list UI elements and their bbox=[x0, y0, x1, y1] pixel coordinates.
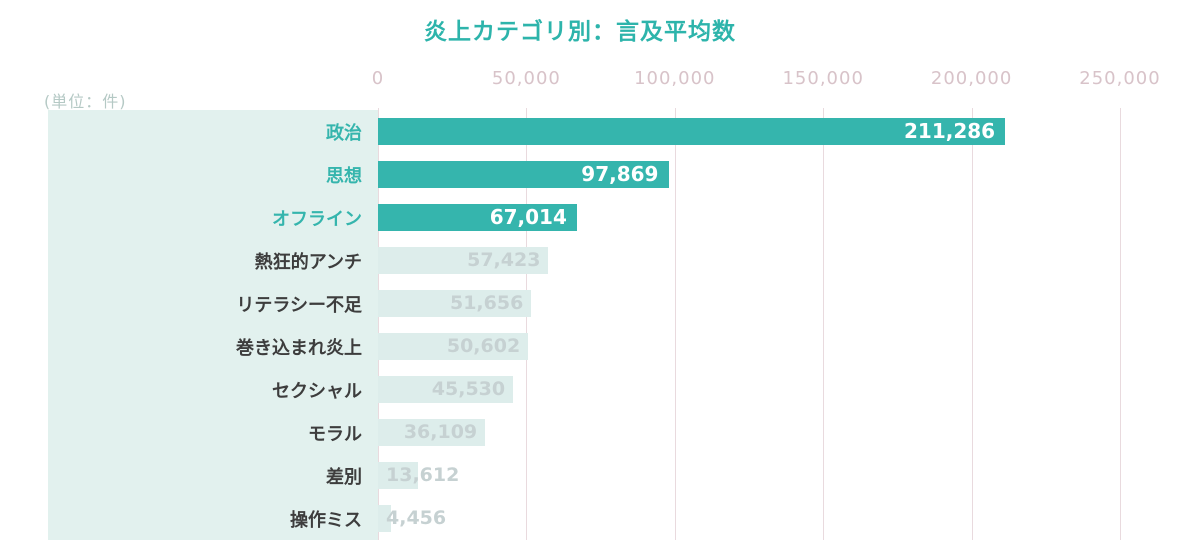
category-label: セクシャル bbox=[272, 380, 362, 402]
bar-row: 熱狂的アンチ 57,423 bbox=[48, 239, 1148, 282]
value-label: 45,530 bbox=[431, 378, 506, 400]
x-axis-tick: 150,000 bbox=[782, 68, 864, 89]
x-axis-tick: 0 bbox=[371, 68, 385, 89]
bar bbox=[378, 290, 532, 317]
bar-row: オフライン 67,014 bbox=[48, 196, 1148, 239]
bar-row: 差別 13,612 bbox=[48, 454, 1148, 497]
bar-cell: 4,456 bbox=[378, 497, 1120, 540]
value-label: 51,656 bbox=[449, 292, 524, 314]
value-label: 211,286 bbox=[904, 119, 996, 143]
category-label: 操作ミス bbox=[290, 509, 362, 531]
category-label: モラル bbox=[308, 423, 362, 445]
bar bbox=[378, 376, 514, 403]
x-axis-tick: 200,000 bbox=[930, 68, 1013, 89]
bar-row: 思想 97,869 bbox=[48, 153, 1148, 196]
bar-cell: 57,423 bbox=[378, 239, 1120, 282]
x-axis-tick: 250,000 bbox=[1079, 68, 1161, 89]
category-label: 巻き込まれ炎上 bbox=[236, 337, 362, 359]
chart-title: 炎上カテゴリ別：言及平均数 bbox=[424, 19, 736, 45]
x-axis-tick: 100,000 bbox=[634, 68, 716, 89]
bar-cell: 97,869 bbox=[378, 153, 1120, 196]
bar bbox=[378, 505, 392, 532]
category-label: 政治 bbox=[326, 122, 362, 144]
value-label: 50,602 bbox=[446, 335, 521, 357]
bar-cell: 51,656 bbox=[378, 282, 1120, 325]
bar bbox=[378, 462, 419, 489]
category-label: 差別 bbox=[326, 466, 362, 488]
bar-row: モラル 36,109 bbox=[48, 411, 1148, 454]
category-label: オフライン bbox=[272, 208, 362, 230]
bar-row: セクシャル 45,530 bbox=[48, 368, 1148, 411]
value-label: 57,423 bbox=[467, 249, 541, 271]
value-label: 4,456 bbox=[386, 507, 447, 529]
bar-cell: 36,109 bbox=[378, 411, 1120, 454]
x-axis-tick: 50,000 bbox=[491, 68, 561, 89]
rows: 政治 211,286 思想 97,869 オフライン 67,014 熱狂的アンチ 57,423… bbox=[48, 110, 1148, 540]
category-label: 熱狂的アンチ bbox=[254, 251, 362, 273]
bar-cell: 45,530 bbox=[378, 368, 1120, 411]
x-axis: 0 50,000 100,000 150,000 200,000 250,000 bbox=[372, 68, 1160, 92]
value-label: 67,014 bbox=[489, 205, 567, 229]
value-label: 97,869 bbox=[581, 162, 659, 186]
bar-row: 巻き込まれ炎上 50,602 bbox=[48, 325, 1148, 368]
bar bbox=[378, 161, 669, 188]
bar bbox=[378, 204, 577, 231]
category-label: リテラシー不足 bbox=[236, 294, 362, 316]
bar bbox=[378, 118, 1006, 145]
bar bbox=[378, 247, 549, 274]
unit-label: (単位：件) bbox=[44, 92, 127, 111]
category-label-panel bbox=[48, 110, 378, 540]
bar-cell: 13,612 bbox=[378, 454, 1120, 497]
bar-row: リテラシー不足 51,656 bbox=[48, 282, 1148, 325]
bar bbox=[378, 333, 529, 360]
category-label: 思想 bbox=[326, 165, 362, 187]
bar bbox=[378, 419, 486, 446]
bar-row: 政治 211,286 bbox=[48, 110, 1148, 153]
bar-cell: 50,602 bbox=[378, 325, 1120, 368]
value-label: 13,612 bbox=[386, 464, 460, 486]
value-label: 36,109 bbox=[403, 421, 478, 443]
bar-row: 操作ミス 4,456 bbox=[48, 497, 1148, 540]
bar-cell: 211,286 bbox=[378, 110, 1120, 153]
bar-cell: 67,014 bbox=[378, 196, 1120, 239]
